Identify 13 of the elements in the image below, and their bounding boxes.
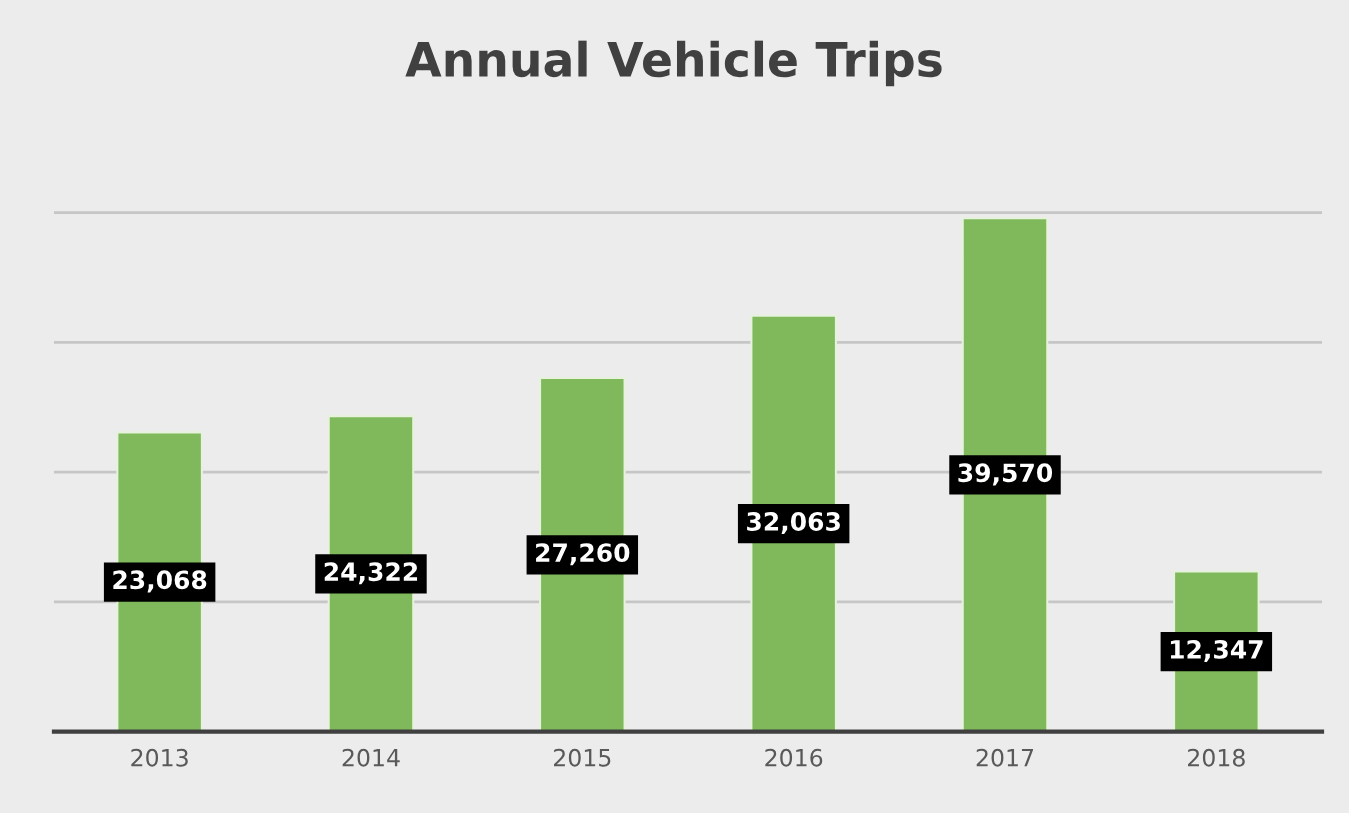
data-label: 39,570 bbox=[958, 463, 1053, 486]
x-tick-label: 2015 bbox=[554, 748, 611, 767]
x-tick-label: 2013 bbox=[131, 748, 188, 767]
data-label: 32,063 bbox=[747, 512, 840, 535]
data-label: 12,347 bbox=[1170, 639, 1263, 663]
data-label: 23,068 bbox=[113, 570, 207, 593]
chart-title: Annual Vehicle Trips bbox=[405, 40, 942, 87]
x-tick-label: 2014 bbox=[342, 748, 400, 767]
data-label: 27,260 bbox=[536, 543, 630, 566]
x-tick-label: 2016 bbox=[765, 748, 823, 767]
data-label: 24,322 bbox=[324, 562, 418, 585]
x-tick-label: 2018 bbox=[1188, 748, 1245, 767]
x-tick-label: 2017 bbox=[976, 748, 1034, 767]
